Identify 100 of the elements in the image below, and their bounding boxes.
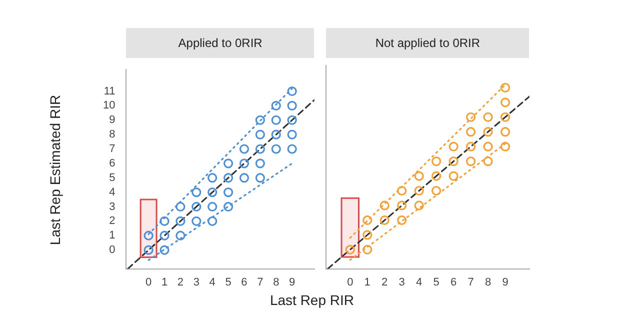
x-tick-label: 6 <box>450 276 457 288</box>
point <box>483 142 493 152</box>
point <box>239 158 250 168</box>
point <box>432 156 442 166</box>
point <box>192 187 202 198</box>
chart-title: Applied to 0RIR <box>126 28 314 58</box>
point <box>432 171 442 181</box>
x-tick-label: 1 <box>161 276 168 288</box>
point <box>380 215 390 226</box>
point <box>239 144 250 154</box>
point <box>255 115 265 125</box>
point <box>223 158 234 168</box>
point <box>176 216 186 226</box>
point <box>160 245 170 255</box>
point <box>380 200 390 210</box>
x-tick-label: 7 <box>257 276 264 288</box>
y-tick-label: 8 <box>109 128 116 141</box>
y-tick-label: 9 <box>109 114 116 126</box>
point <box>223 202 234 212</box>
point <box>448 156 458 166</box>
y-tick-label: 3 <box>109 200 116 213</box>
point <box>466 112 476 122</box>
y-tick-label: 0 <box>109 244 116 256</box>
point <box>176 230 186 240</box>
point <box>466 127 476 137</box>
y-axis-title: Last Rep Estimated RIR <box>47 94 63 246</box>
point <box>271 100 281 110</box>
point <box>223 173 234 183</box>
point <box>345 244 355 254</box>
point <box>362 215 372 226</box>
point <box>466 156 476 166</box>
x-tick-label: 4 <box>416 276 422 288</box>
x-tick-label: 3 <box>193 276 200 288</box>
y-tick-label: 2 <box>109 215 116 228</box>
point <box>208 216 218 226</box>
point <box>144 245 154 255</box>
point <box>255 158 265 168</box>
y-tick-label: 11 <box>104 85 116 98</box>
point <box>192 216 202 226</box>
x-tick-label: 9 <box>289 276 296 288</box>
point <box>466 142 476 152</box>
point <box>223 187 234 198</box>
y-tick-label: 6 <box>109 157 116 170</box>
point <box>397 215 407 226</box>
y-tick-label: 5 <box>109 172 116 184</box>
y-tick-label: 10 <box>102 100 116 112</box>
y-tick-label: 4 <box>109 186 116 198</box>
point <box>500 98 510 108</box>
point <box>271 144 281 154</box>
point <box>239 173 250 183</box>
point <box>255 144 265 154</box>
x-tick-label: 2 <box>382 276 388 288</box>
point <box>362 230 372 240</box>
x-tick-label: 8 <box>484 276 492 288</box>
point <box>208 173 218 183</box>
point <box>500 127 510 137</box>
x-tick-label: 3 <box>398 276 405 288</box>
point <box>255 130 265 140</box>
y-tick-label: 7 <box>109 143 116 156</box>
point <box>160 216 170 226</box>
x-axis-title: Last Rep RIR <box>268 292 356 308</box>
point <box>144 230 154 240</box>
point <box>500 142 510 152</box>
x-tick-label: 2 <box>177 276 184 288</box>
x-tick-label: 0 <box>347 276 354 288</box>
point <box>271 130 281 140</box>
x-tick-label: 4 <box>209 276 216 288</box>
point <box>397 200 407 210</box>
point <box>414 171 424 181</box>
point <box>362 244 372 254</box>
point <box>397 186 407 196</box>
point <box>255 173 265 183</box>
point <box>208 187 218 198</box>
point <box>271 115 281 125</box>
x-tick-label: 5 <box>433 276 440 288</box>
point <box>160 230 170 240</box>
point <box>287 115 297 125</box>
point <box>176 202 186 212</box>
point <box>500 112 510 122</box>
point <box>208 202 218 212</box>
point <box>287 144 297 154</box>
y-tick-label: 1 <box>109 230 116 242</box>
point <box>483 156 493 166</box>
x-tick-label: 9 <box>502 276 508 288</box>
point <box>287 86 297 96</box>
x-tick-label: 7 <box>468 276 474 288</box>
point <box>448 171 458 181</box>
chart-title: Not applied to 0RIR <box>326 28 530 58</box>
x-tick-label: 1 <box>364 276 370 288</box>
x-tick-label: 6 <box>241 276 248 288</box>
point <box>414 200 424 210</box>
point <box>432 186 442 196</box>
point <box>414 186 424 196</box>
x-tick-label: 5 <box>225 276 232 288</box>
point <box>483 127 493 137</box>
x-tick-label: 0 <box>145 276 152 288</box>
x-tick-label: 8 <box>273 276 280 288</box>
point <box>500 82 510 92</box>
point <box>483 112 493 122</box>
point <box>287 130 297 140</box>
